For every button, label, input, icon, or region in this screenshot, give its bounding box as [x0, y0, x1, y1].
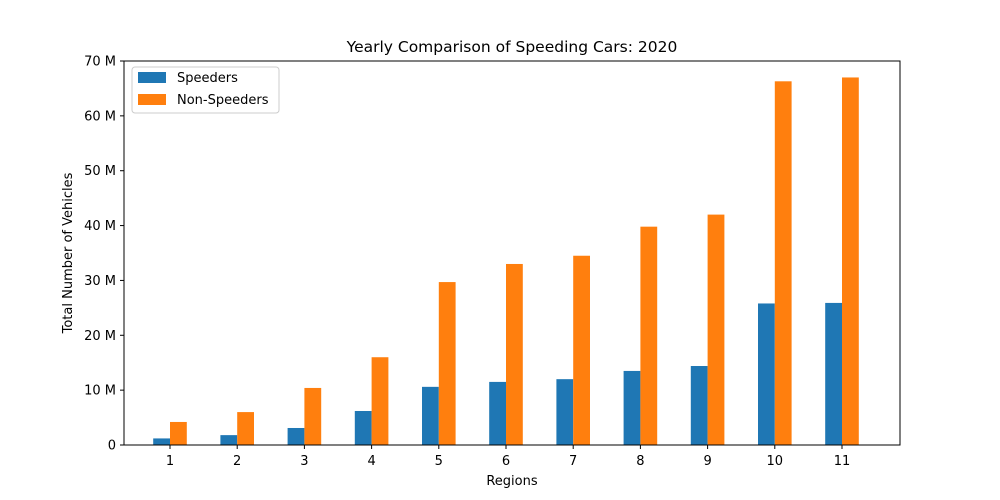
- x-tick-label: 3: [300, 454, 308, 469]
- x-tick-label: 4: [367, 454, 375, 469]
- bar-speeders-region-10: [758, 303, 775, 445]
- legend-swatch-speeders: [138, 72, 166, 83]
- y-tick-label: 60 M: [84, 109, 116, 124]
- x-tick-label: 8: [636, 454, 644, 469]
- bar-non-speeders-region-11: [842, 77, 859, 446]
- bar-non-speeders-region-1: [170, 421, 187, 445]
- x-tick-label: 1: [166, 454, 174, 469]
- x-axis-ticks: 1 2 3 4 5 6 7 8 9 10 11: [166, 445, 850, 469]
- plot-area: [153, 77, 859, 446]
- y-tick-label: 10 M: [84, 384, 116, 399]
- y-tick-label: 20 M: [84, 329, 116, 344]
- bar-non-speeders-region-7: [573, 255, 590, 445]
- x-tick-label: 2: [233, 454, 241, 469]
- x-tick-label: 9: [703, 454, 711, 469]
- bar-non-speeders-region-5: [438, 282, 456, 445]
- bar-speeders-region-11: [825, 302, 842, 445]
- y-tick-label: 30 M: [84, 274, 116, 289]
- y-axis-label: Total Number of Vehicles: [61, 172, 76, 334]
- legend-swatch-non-speeders: [138, 94, 166, 105]
- legend-label-speeders: Speeders: [177, 71, 238, 86]
- x-tick-label: 5: [435, 454, 443, 469]
- bar-speeders-region-8: [623, 370, 641, 445]
- x-tick-label: 6: [502, 454, 510, 469]
- y-tick-label: 40 M: [84, 219, 116, 234]
- legend-label-non-speeders: Non-Speeders: [177, 93, 269, 108]
- x-tick-label: 7: [569, 454, 577, 469]
- y-axis-ticks: 0 10 M 20 M 30 M 40 M 50 M 60 M 70 M: [84, 55, 124, 454]
- bar-speeders-region-7: [556, 379, 574, 445]
- bar-speeders-region-5: [422, 386, 439, 445]
- bar-speeders-region-6: [489, 381, 506, 445]
- bar-speeders-region-4: [354, 410, 372, 445]
- y-tick-label: 0: [108, 439, 116, 454]
- legend: Speeders Non-Speeders: [131, 66, 280, 114]
- chart-title: Yearly Comparison of Speeding Cars: 2020: [346, 38, 678, 56]
- x-tick-label: 11: [834, 454, 851, 469]
- bar-speeders-region-2: [220, 435, 238, 445]
- y-tick-label: 70 M: [84, 55, 116, 70]
- x-tick-label: 10: [767, 454, 784, 469]
- bar-non-speeders-region-10: [774, 81, 792, 446]
- bar-non-speeders-region-4: [371, 357, 389, 445]
- bar-speeders-region-1: [153, 438, 170, 445]
- axes-frame: [123, 60, 901, 446]
- bar-non-speeders-region-9: [707, 214, 725, 445]
- legend-box: [131, 66, 280, 114]
- bar-non-speeders-region-3: [304, 387, 322, 445]
- y-tick-label: 50 M: [84, 164, 116, 179]
- bar-non-speeders-region-8: [640, 226, 658, 445]
- bar-non-speeders-region-6: [506, 263, 523, 445]
- bar-speeders-region-9: [690, 366, 708, 445]
- bar-speeders-region-3: [287, 427, 305, 445]
- x-axis-label: Regions: [486, 474, 538, 489]
- bar-non-speeders-region-2: [237, 412, 254, 445]
